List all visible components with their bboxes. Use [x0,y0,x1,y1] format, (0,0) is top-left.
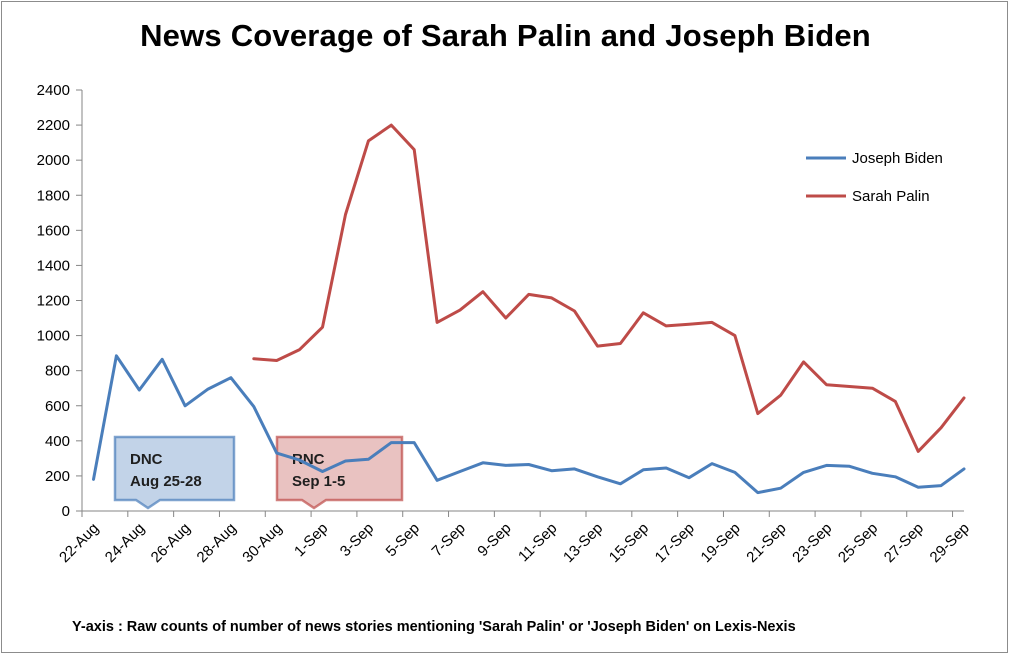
y-tick-label: 1000 [37,328,70,345]
x-tick-label: 22-Aug [56,520,102,566]
x-tick-label: 21-Sep [743,520,789,566]
x-tick-label: 15-Sep [606,520,652,566]
series-line-joseph-biden [92,354,966,495]
legend-item: Sarah Palin [806,188,930,205]
legend-item: Joseph Biden [806,150,943,167]
y-tick-label: 2200 [37,117,70,134]
annotation-label: Sep 1-5 [292,473,345,490]
x-tick-label: 25-Sep [835,520,881,566]
x-tick-label: 3-Sep [337,520,377,560]
x-tick-label: 27-Sep [881,520,927,566]
y-tick-label: 2000 [37,152,70,169]
x-tick-label: 7-Sep [429,520,469,560]
y-tick-label: 1200 [37,293,70,310]
y-tick-label: 600 [45,398,70,415]
annotation-callout: DNC Aug 25-28 [113,435,236,510]
y-tick-label: 800 [45,363,70,380]
series-line-sarah-palin [252,123,966,453]
x-tick-label: 9-Sep [474,520,514,560]
x-tick-label: 29-Sep [927,520,973,566]
y-tick-label: 1800 [37,187,70,204]
x-tick-label: 28-Aug [194,520,240,566]
y-tick-label: 1600 [37,222,70,239]
x-tick-label: 5-Sep [383,520,423,560]
x-tick-label: 1-Sep [291,520,331,560]
annotation-box [113,435,236,510]
y-tick-label: 1400 [37,257,70,274]
x-tick-label: 26-Aug [148,520,194,566]
x-tick-label: 24-Aug [102,520,148,566]
x-tick-label: 23-Sep [789,520,835,566]
x-tick-label: 13-Sep [560,520,606,566]
y-tick-label: 200 [45,468,70,485]
annotation-label: DNC [130,451,163,468]
x-tick-label: 30-Aug [239,520,285,566]
x-tick-label: 19-Sep [698,520,744,566]
chart-title: News Coverage of Sarah Palin and Joseph … [140,18,871,53]
annotation-label: Aug 25-28 [130,473,202,490]
y-tick-label: 0 [62,503,70,520]
y-tick-label: 400 [45,433,70,450]
annotation-box [275,435,404,510]
legend-label: Sarah Palin [852,188,930,205]
x-tick-label: 11-Sep [515,520,560,565]
y-axis-footnote: Y-axis : Raw counts of number of news st… [72,619,796,635]
x-tick-label: 17-Sep [652,520,698,566]
y-tick-label: 2400 [37,82,70,99]
legend-label: Joseph Biden [852,150,943,167]
annotation-label: RNC [292,451,325,468]
annotation-callout: RNC Sep 1-5 [275,435,404,510]
